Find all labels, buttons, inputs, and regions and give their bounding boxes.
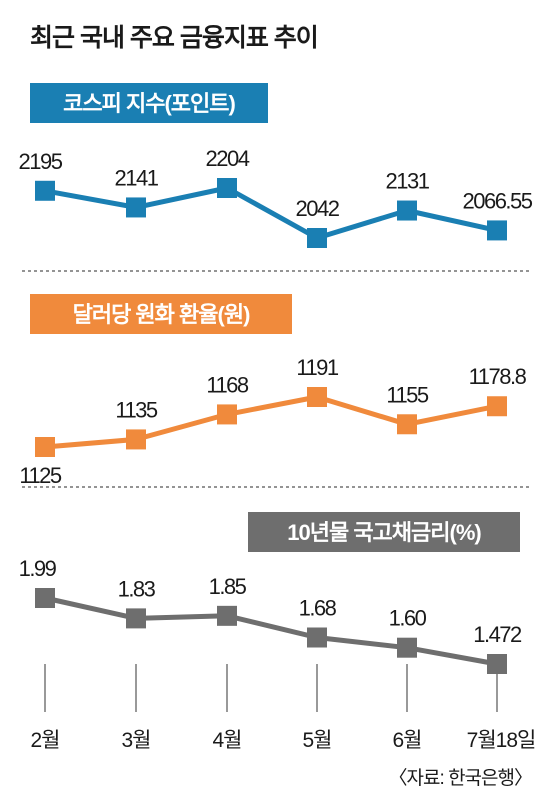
value-label-1-4: 2042	[296, 196, 340, 221]
series-title-1: 코스피 지수(포인트)	[63, 91, 235, 116]
value-label-3-4: 1.68	[299, 595, 337, 620]
value-label-2-4: 1191	[296, 355, 339, 380]
data-point-2-5	[397, 414, 417, 435]
value-label-2-6: 1178.8	[469, 364, 527, 389]
value-label-1-6: 2066.55	[462, 188, 532, 213]
data-point-3-2	[126, 608, 146, 629]
data-point-3-1	[35, 588, 55, 608]
value-label-1-5: 2131	[386, 169, 430, 194]
value-label-1-1: 2195	[19, 149, 63, 174]
figure-title: 최근 국내 주요 금융지표 추이	[30, 24, 319, 52]
data-point-2-3	[217, 404, 237, 425]
x-tick-label-2: 3월	[122, 729, 151, 752]
series-line-2	[44, 394, 498, 450]
data-point-3-4	[307, 627, 327, 648]
data-point-3-6	[487, 654, 507, 674]
data-point-1-1	[35, 180, 55, 201]
source-note: 〈자료: 한국은행〉	[388, 768, 533, 789]
value-label-3-5: 1.60	[389, 606, 427, 631]
data-point-2-4	[307, 387, 327, 407]
value-label-2-3: 1168	[206, 372, 249, 397]
x-tick-label-3: 4월	[213, 729, 242, 752]
series-title-box-3	[248, 512, 520, 552]
x-tick-label-5: 6월	[393, 729, 422, 752]
data-point-2-6	[487, 396, 507, 417]
x-tick-label-4: 5월	[303, 729, 332, 752]
value-label-3-1: 1.99	[19, 556, 57, 581]
value-label-1-3: 2204	[206, 146, 250, 171]
value-label-2-1: 1125	[19, 463, 62, 488]
data-point-2-1	[35, 437, 55, 457]
data-point-1-2	[126, 197, 146, 218]
data-point-3-5	[397, 637, 417, 658]
data-point-3-3	[217, 605, 237, 626]
value-label-3-2: 1.83	[118, 576, 156, 601]
data-point-1-4	[307, 228, 327, 248]
data-point-2-2	[126, 429, 146, 450]
value-label-2-5: 1155	[386, 382, 429, 407]
series-title-2: 달러당 원화 환율(원)	[73, 302, 250, 327]
value-label-3-6: 1.472	[473, 622, 522, 647]
series-title-box-2	[30, 294, 292, 334]
series-line-3	[44, 595, 498, 667]
data-point-1-3	[217, 178, 237, 198]
x-tick-label-1: 2월	[31, 729, 60, 752]
value-label-2-2: 1135	[115, 397, 158, 422]
value-label-3-3: 1.85	[209, 574, 247, 599]
series-line-1	[44, 185, 498, 241]
data-point-1-6	[487, 220, 507, 241]
x-tick-label-6: 7월18일	[467, 729, 536, 752]
series-title-3: 10년물 국고채금리(%)	[287, 520, 481, 545]
data-point-1-5	[397, 200, 417, 221]
value-label-1-2: 2141	[115, 165, 159, 190]
series-title-box-1	[30, 83, 268, 123]
